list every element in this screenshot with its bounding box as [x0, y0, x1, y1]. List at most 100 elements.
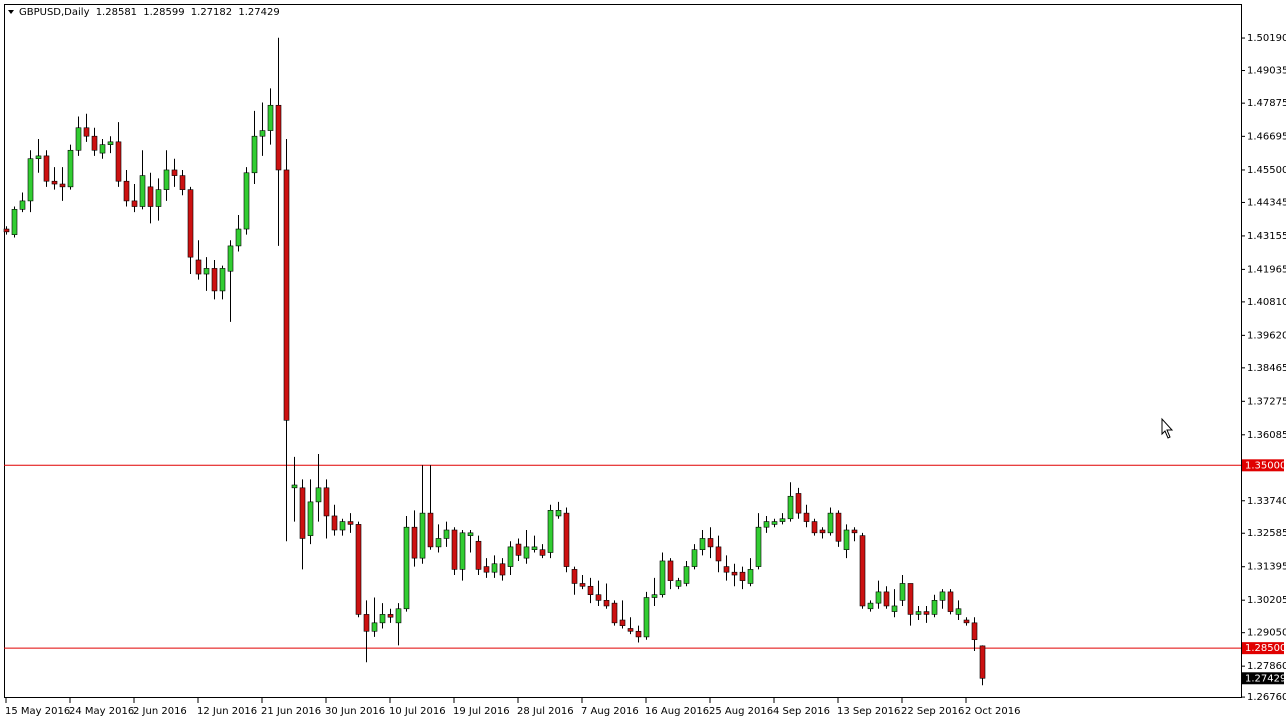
candle-body: [219, 268, 226, 292]
candle-body: [83, 127, 90, 137]
candle-body: [963, 619, 970, 624]
candle-body: [235, 228, 242, 247]
y-tick-label: 1.40810: [1247, 297, 1286, 308]
candle-body: [339, 521, 346, 531]
y-tick-label: 1.45500: [1247, 165, 1286, 176]
candle-body: [763, 521, 770, 528]
candle-body: [43, 155, 50, 182]
candle-body: [27, 158, 34, 202]
candle-body: [475, 540, 482, 570]
candle-body: [947, 591, 954, 612]
x-tick-label: 2 Oct 2016: [965, 706, 1020, 717]
candle-body: [683, 566, 690, 584]
candle-body: [931, 600, 938, 615]
x-tick-label: 2 Jun 2016: [133, 706, 187, 717]
y-tick-label: 1.37275: [1247, 396, 1286, 407]
y-tick-label: 1.50190: [1247, 33, 1286, 44]
candle-body: [635, 630, 642, 638]
y-tick-label: 1.43155: [1247, 231, 1286, 242]
candle-body: [875, 591, 882, 604]
candle-body: [499, 563, 506, 576]
candle-body: [371, 622, 378, 632]
candle-body: [387, 614, 394, 618]
candle-body: [667, 560, 674, 581]
candle-body: [451, 529, 458, 570]
y-tick-label: 1.27860: [1247, 661, 1286, 672]
candle-body: [787, 495, 794, 520]
candle-body: [91, 135, 98, 151]
candle-body: [227, 245, 234, 272]
x-tick-label: 12 Jun 2016: [197, 706, 257, 717]
candle-body: [483, 566, 490, 573]
y-tick-label: 1.32585: [1247, 528, 1286, 539]
candle-body: [643, 597, 650, 638]
candle-body: [379, 614, 386, 624]
candle-body: [619, 619, 626, 626]
candle-body: [515, 543, 522, 556]
candle-body: [803, 512, 810, 522]
price-label: 1.28500: [1245, 643, 1286, 654]
candle-body: [915, 611, 922, 615]
y-tick-label: 1.29050: [1247, 628, 1286, 639]
candle-body: [835, 512, 842, 542]
candle-body: [699, 538, 706, 550]
header: GBPUSD,Daily 1.28581 1.28599 1.27182 1.2…: [19, 7, 280, 18]
close: 1.27429: [238, 7, 279, 18]
candle-body: [163, 169, 170, 190]
candle-body: [739, 571, 746, 581]
candle-body: [723, 566, 730, 573]
candle-body: [659, 560, 666, 596]
candle-body: [363, 614, 370, 632]
candle-body: [395, 608, 402, 624]
menu-arrow[interactable]: [8, 10, 14, 14]
candle-body: [443, 529, 450, 539]
candle-body: [459, 532, 466, 570]
candle-body: [507, 546, 514, 567]
x-tick-label: 28 Jul 2016: [517, 706, 574, 717]
candle-body: [139, 175, 146, 207]
candle-body: [403, 526, 410, 610]
symbol: GBPUSD,Daily: [19, 7, 90, 18]
low: 1.27182: [191, 7, 232, 18]
candle-body: [555, 510, 562, 517]
candle-body: [75, 127, 82, 151]
candle-body: [603, 600, 610, 607]
candle-body: [491, 563, 498, 573]
candle-body: [771, 521, 778, 525]
candle-body: [867, 602, 874, 610]
candle-body: [883, 591, 890, 607]
candle-body: [11, 209, 18, 235]
x-tick-label: 16 Aug 2016: [645, 706, 709, 717]
y-tick-label: 1.38465: [1247, 363, 1286, 374]
candle-body: [851, 529, 858, 534]
candle-body: [579, 583, 586, 587]
candle-body: [331, 515, 338, 531]
candle-body: [747, 569, 754, 584]
candle-body: [531, 546, 538, 550]
candle-body: [819, 529, 826, 534]
y-tick-label: 1.49035: [1247, 66, 1286, 77]
candle-body: [187, 189, 194, 258]
current-price-box: [1242, 672, 1284, 685]
open: 1.28581: [96, 7, 137, 18]
y-tick-label: 1.33740: [1247, 496, 1286, 507]
candle-body: [779, 518, 786, 522]
candle-body: [891, 605, 898, 612]
candle-body: [899, 583, 906, 601]
candle-body: [3, 228, 10, 233]
candle-body: [171, 169, 178, 176]
candle-body: [347, 521, 354, 525]
candle-body: [795, 493, 802, 514]
candle-body: [435, 538, 442, 548]
y-tick-label: 1.44345: [1247, 197, 1286, 208]
candle-body: [595, 594, 602, 601]
candle-body: [67, 149, 74, 188]
candle-body: [715, 546, 722, 562]
x-tick-label: 25 Aug 2016: [709, 706, 773, 717]
candle-body: [411, 526, 418, 559]
candle-body: [859, 535, 866, 607]
candle-body: [35, 155, 42, 160]
candle-body: [123, 180, 130, 202]
y-tick-label: 1.36085: [1247, 430, 1286, 441]
